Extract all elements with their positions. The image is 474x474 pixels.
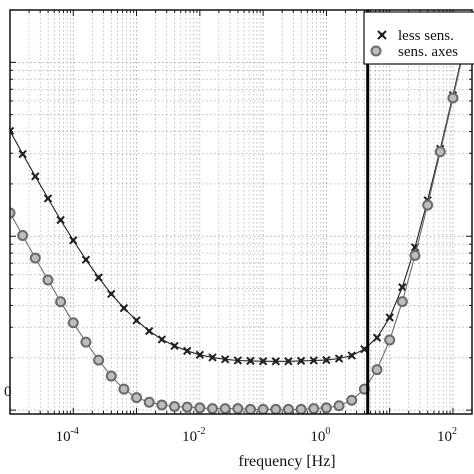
data-point (10, 207, 16, 219)
data-point (194, 402, 206, 414)
data-point (246, 356, 255, 366)
data-point (220, 355, 230, 364)
data-point (81, 255, 91, 264)
data-point (17, 229, 29, 241)
plot-frame (9, 9, 473, 415)
data-point (93, 354, 105, 366)
legend-label-less-sens: less sens. (398, 28, 454, 44)
data-point (94, 273, 103, 282)
data-point (18, 149, 27, 159)
x-axis-label: frequency [Hz] (238, 453, 335, 470)
data-point (105, 370, 117, 382)
data-point (296, 356, 306, 366)
data-point (396, 296, 408, 308)
data-point (232, 403, 244, 414)
data-point (56, 215, 65, 225)
data-point (219, 403, 231, 414)
data-point (322, 355, 331, 365)
data-point (156, 399, 168, 411)
data-point (372, 333, 382, 342)
legend-marker-sens-axes (370, 45, 382, 57)
series-layer (10, 36, 472, 414)
y-tick-label: 0 (4, 384, 12, 400)
data-point (447, 92, 459, 104)
data-point (80, 336, 92, 348)
data-point (346, 394, 358, 406)
data-point (195, 350, 205, 360)
data-point (206, 403, 218, 414)
data-point (270, 403, 282, 414)
x-tick-label: 10-4 (56, 426, 79, 445)
data-point (43, 194, 53, 203)
data-point (233, 356, 243, 365)
data-point (309, 356, 318, 365)
data-point (295, 403, 307, 414)
data-point (31, 172, 40, 181)
data-point (334, 354, 344, 363)
data-point (55, 296, 67, 308)
data-point (385, 313, 394, 322)
data-point (145, 326, 154, 336)
data-point (67, 317, 79, 329)
x-tick-label: 10-2 (182, 426, 205, 445)
data-point (143, 396, 155, 408)
data-point (208, 353, 217, 362)
series-line (10, 40, 467, 362)
data-point (182, 346, 192, 356)
data-point (69, 236, 78, 245)
data-point (333, 400, 345, 412)
data-point (118, 383, 130, 395)
data-point (107, 289, 116, 299)
legend: less sens. sens. axes (363, 11, 474, 65)
data-point (398, 283, 407, 292)
data-point (42, 274, 54, 286)
data-point (119, 303, 129, 313)
data-point (371, 364, 383, 376)
data-point (258, 357, 268, 366)
data-point (169, 400, 181, 412)
data-point (181, 401, 193, 413)
x-tick-label: 100 (310, 426, 330, 445)
data-point (308, 403, 320, 414)
data-point (157, 335, 167, 344)
data-point (422, 199, 434, 211)
data-point (271, 357, 280, 366)
legend-label-sens-axes: sens. axes (398, 44, 458, 60)
data-point (170, 341, 179, 351)
data-point (244, 403, 256, 414)
data-point (284, 357, 293, 366)
data-point (29, 252, 41, 264)
data-point (320, 402, 332, 414)
data-point (132, 316, 141, 325)
data-point (282, 403, 294, 414)
data-point (409, 249, 421, 261)
data-point (434, 146, 446, 158)
grid (9, 9, 473, 414)
x-tick-labels: 10-4 10-2 100 102 (56, 426, 457, 445)
legend-marker-less-sens (377, 30, 387, 40)
data-point (131, 392, 143, 404)
data-point (384, 334, 396, 346)
data-point (347, 351, 356, 360)
data-point (257, 403, 269, 414)
legend-box (363, 11, 474, 65)
series-less-sens (10, 36, 470, 366)
x-tick-label: 102 (437, 426, 457, 445)
